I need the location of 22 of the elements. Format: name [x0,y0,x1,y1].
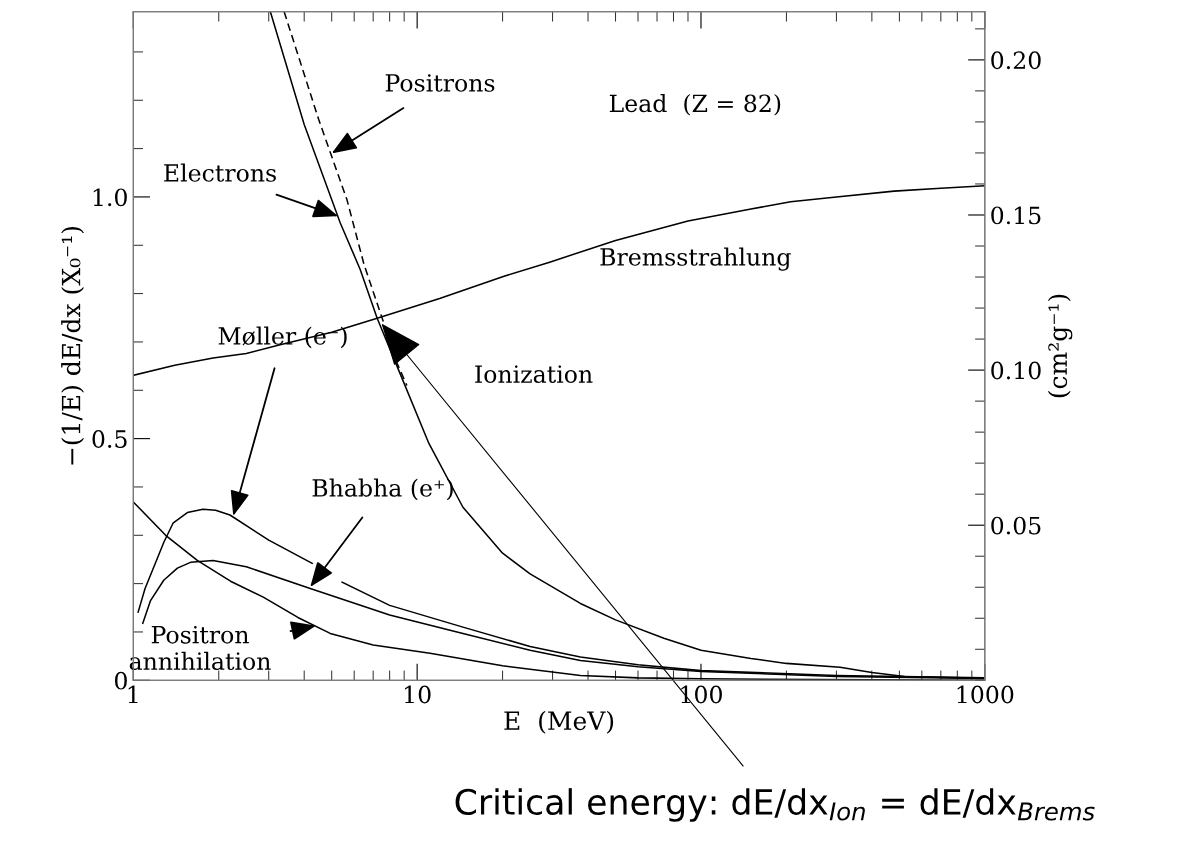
x-tick-label: 1000 [957,685,1014,704]
annotation: Electrons [164,163,276,182]
y2-tick-label: 0.20 [991,51,1041,70]
annotation: Lead (Z = 82) [609,93,781,116]
y2-tick-label: 0.15 [991,206,1041,225]
x-tick-label: 10 [405,685,431,704]
annotation: Bhabha (e⁺) [312,478,453,501]
y-tick-label: 0 [114,671,127,690]
y-tick-label: 0.5 [92,430,127,448]
annotation: Critical energy: dE/dx$_{Ion}$ = dE/dx$_{Brems}$ [455,788,1095,822]
y-axis-title: −(1/E) dE/dx (X₀⁻¹) [61,226,85,465]
y2-tick-label: 0.10 [991,361,1041,380]
annotation: Positron annihilation [129,625,271,671]
y2-tick-label: 0.05 [991,516,1041,535]
annotation: Møller (e⁻) [218,326,347,349]
x-axis-title: E (MeV) [504,710,614,734]
x-tick-label: 1 [128,685,138,704]
y-tick-label: 1.0 [93,188,127,207]
annotation: Ionization [475,365,593,383]
y2-axis-title: (cm²g⁻¹) [1047,294,1073,398]
annotation: Bremsstrahlung [600,247,791,271]
annotation: Positrons [385,74,495,92]
